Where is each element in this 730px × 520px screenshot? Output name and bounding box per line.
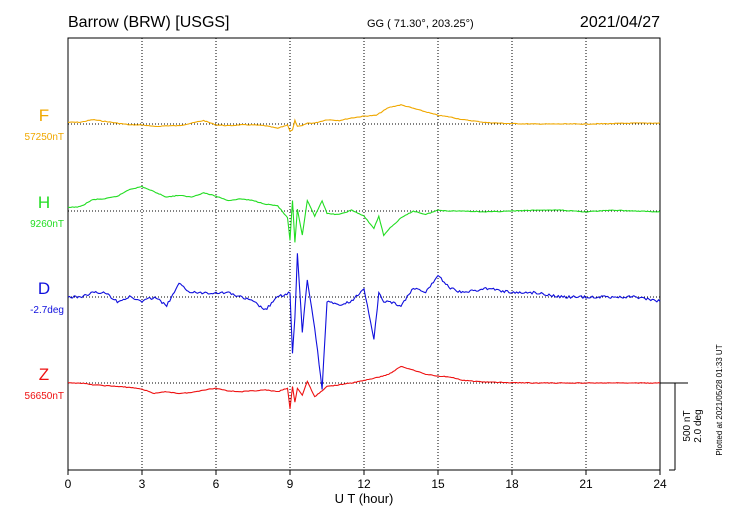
grid-lines (141, 38, 587, 470)
series-lines (67, 103, 661, 409)
x-tick-label: 15 (431, 477, 445, 491)
date-label: 2021/04/27 (580, 14, 660, 31)
x-tick-label: 0 (65, 477, 72, 491)
series-name-h: H (38, 193, 50, 212)
x-tick-label: 12 (357, 477, 371, 491)
series-baseline-label-h: 9260nT (30, 219, 64, 230)
scale-label-nt: 500 nT (682, 410, 693, 441)
series-line-z (67, 365, 661, 409)
scale-bar (660, 382, 688, 471)
series-baseline-label-d: -2.7deg (30, 305, 64, 316)
series-name-f: F (39, 106, 49, 125)
x-tick-label: 21 (579, 477, 593, 491)
x-axis-ticks: 0 3 6 9 12 15 18 21 24 (65, 470, 667, 491)
plotted-timestamp: Plotted at 2021/05/28 01:33 UT (715, 344, 724, 455)
station-title: Barrow (BRW) [USGS] (68, 14, 230, 31)
series-baseline-label-f: 57250nT (25, 132, 64, 143)
x-tick-label: 3 (139, 477, 146, 491)
series-line-f (68, 103, 660, 132)
x-axis-label: U T (hour) (335, 491, 394, 506)
series-name-d: D (38, 279, 50, 298)
x-tick-label: 9 (287, 477, 294, 491)
series-baseline-label-z: 56650nT (25, 391, 64, 402)
x-tick-label: 24 (653, 477, 667, 491)
scale-label-deg: 2.0 deg (693, 409, 704, 442)
x-tick-label: 6 (213, 477, 220, 491)
series-line-d (67, 253, 661, 390)
x-tick-label: 18 (505, 477, 519, 491)
series-name-z: Z (39, 365, 49, 384)
series-line-h (67, 185, 661, 243)
series-labels: F 57250nT H 9260nT D -2.7deg Z 56650nT (25, 106, 64, 402)
coords-label: GG ( 71.30°, 203.25°) (367, 18, 474, 30)
